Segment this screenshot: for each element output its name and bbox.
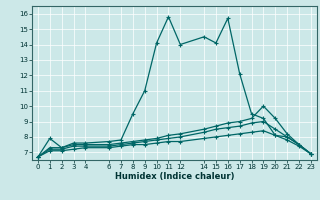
X-axis label: Humidex (Indice chaleur): Humidex (Indice chaleur) xyxy=(115,172,234,181)
